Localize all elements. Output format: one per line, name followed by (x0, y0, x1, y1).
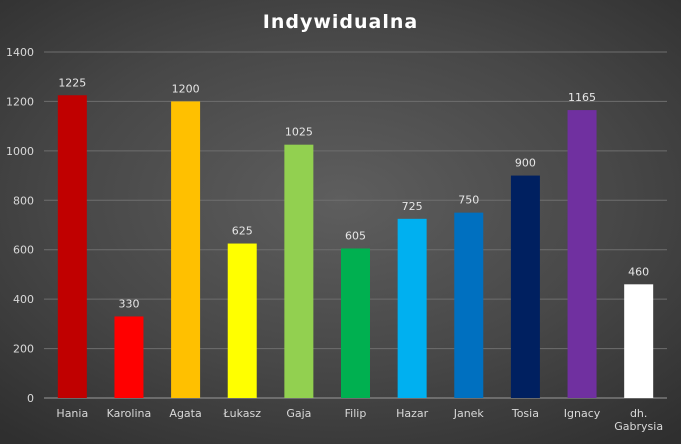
data-label: 750 (458, 194, 479, 207)
bar (171, 101, 201, 398)
bar (227, 243, 257, 398)
bar (114, 316, 144, 398)
y-tick-label: 1400 (6, 46, 34, 59)
data-label: 900 (515, 157, 536, 170)
data-label: 1225 (58, 76, 86, 89)
data-label: 625 (232, 225, 253, 238)
data-label: 1025 (285, 126, 313, 139)
x-tick-label: Gaja (286, 407, 311, 420)
y-tick-label: 200 (13, 343, 34, 356)
x-tick-label: Hania (56, 407, 88, 420)
bar (510, 175, 540, 398)
x-tick-label: Filip (345, 407, 367, 420)
bar (57, 95, 87, 398)
x-tick-label: Agata (169, 407, 201, 420)
y-tick-label: 800 (13, 194, 34, 207)
chart-title: Indywidualna (262, 11, 419, 33)
data-label: 1165 (568, 91, 596, 104)
data-label: 460 (628, 265, 649, 278)
y-tick-label: 400 (13, 293, 34, 306)
x-tick-label: Tosia (511, 407, 539, 420)
bar (454, 212, 484, 398)
y-tick-label: 600 (13, 244, 34, 257)
bar (567, 110, 597, 398)
y-tick-label: 1000 (6, 145, 34, 158)
data-label: 330 (118, 297, 139, 310)
data-label: 725 (402, 200, 423, 213)
bar (397, 218, 427, 398)
bar (284, 144, 314, 398)
x-tick-label: Łukasz (222, 407, 261, 420)
x-tick-label: Janek (453, 407, 485, 420)
x-tick-label: Hazar (396, 407, 429, 420)
data-label: 605 (345, 229, 366, 242)
y-tick-label: 1200 (6, 95, 34, 108)
x-tick-label: dh. Gabrysia (614, 407, 663, 433)
bar (341, 248, 370, 398)
y-tick-label: 0 (27, 392, 34, 405)
x-tick-label: Karolina (107, 407, 152, 420)
bar (624, 284, 654, 398)
x-tick-label: Ignacy (564, 407, 601, 420)
data-label: 1200 (172, 82, 200, 95)
